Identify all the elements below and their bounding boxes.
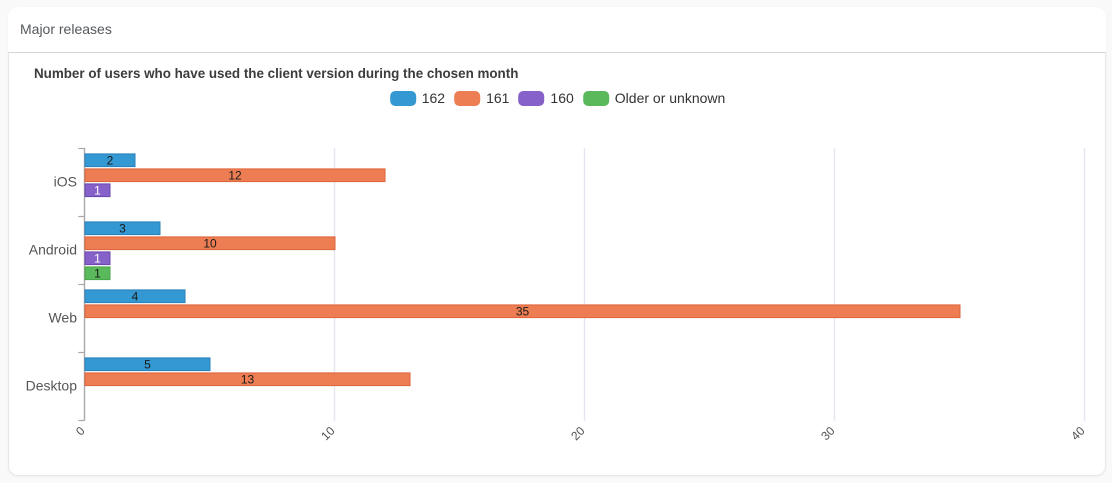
- svg-text:Android: Android: [29, 242, 77, 258]
- svg-text:10: 10: [203, 236, 217, 250]
- svg-text:1: 1: [94, 266, 101, 280]
- svg-text:Web: Web: [48, 310, 77, 326]
- svg-text:1: 1: [94, 251, 101, 265]
- svg-text:20: 20: [568, 423, 588, 443]
- svg-text:10: 10: [318, 423, 338, 443]
- svg-text:5: 5: [144, 357, 151, 371]
- svg-text:2: 2: [107, 153, 114, 167]
- svg-text:Desktop: Desktop: [26, 378, 78, 394]
- svg-text:35: 35: [516, 304, 530, 318]
- svg-text:30: 30: [818, 423, 838, 443]
- svg-text:iOS: iOS: [54, 174, 77, 190]
- svg-text:40: 40: [1068, 423, 1088, 443]
- svg-text:13: 13: [241, 372, 255, 386]
- svg-text:3: 3: [119, 221, 126, 235]
- svg-text:12: 12: [228, 168, 242, 182]
- svg-text:0: 0: [73, 424, 88, 439]
- svg-text:1: 1: [94, 183, 101, 197]
- svg-text:4: 4: [132, 289, 139, 303]
